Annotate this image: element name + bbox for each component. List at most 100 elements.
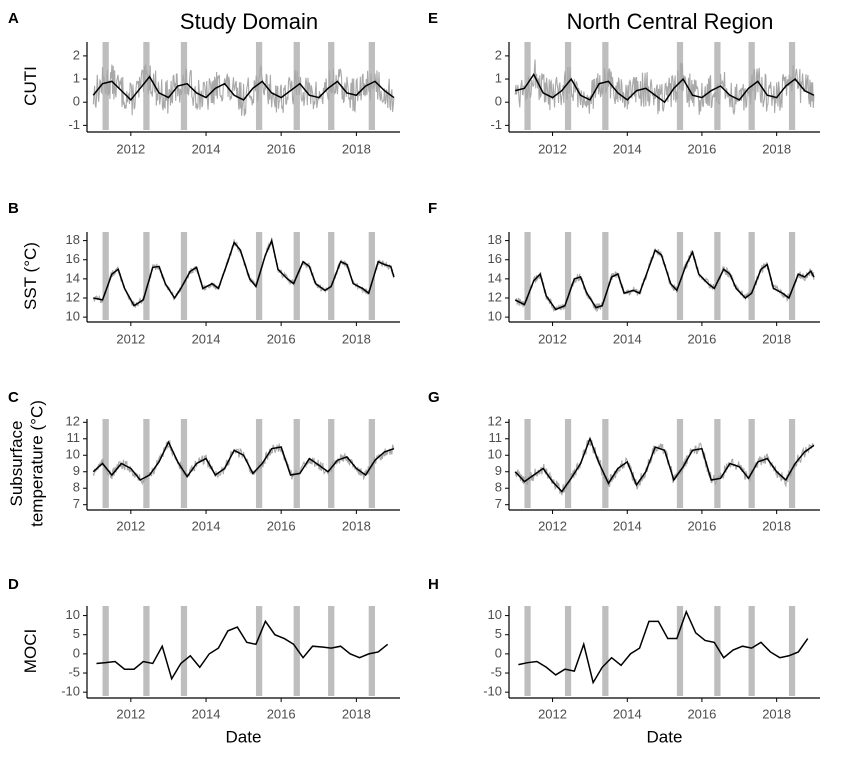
series-raw-line bbox=[514, 439, 815, 496]
x-tick-label: 2016 bbox=[267, 141, 296, 156]
shaded-period bbox=[564, 232, 572, 320]
x-tick-label: 2012 bbox=[538, 141, 567, 156]
shaded-period bbox=[676, 232, 684, 320]
x-tick-label: 2014 bbox=[192, 518, 221, 533]
y-tick-label: 11 bbox=[489, 430, 503, 445]
shaded-period bbox=[602, 419, 609, 508]
shaded-period bbox=[676, 419, 684, 508]
panel-a: A -1 0 1 2 2012 2014 2016 2018 CUTI bbox=[8, 10, 400, 156]
shaded-period bbox=[788, 606, 796, 696]
series-smoothed-line bbox=[514, 436, 815, 493]
y-axis-label-line: temperature (°C) bbox=[27, 400, 46, 527]
shaded-period bbox=[293, 419, 300, 508]
x-tick-label: 2016 bbox=[267, 706, 296, 721]
x-tick-label: 2016 bbox=[687, 518, 716, 533]
panel-letter: F bbox=[428, 200, 437, 217]
y-tick-label: 1 bbox=[495, 70, 502, 85]
y-tick-label: -1 bbox=[490, 117, 502, 132]
column-title-north-central-region: North Central Region bbox=[567, 9, 774, 34]
shaded-period bbox=[102, 606, 109, 696]
x-tick-label: 2014 bbox=[192, 706, 221, 721]
y-tick-label: 12 bbox=[66, 414, 80, 429]
y-axis-label: CUTI bbox=[21, 66, 40, 106]
shaded-period bbox=[102, 42, 109, 130]
shaded-period bbox=[602, 232, 609, 320]
x-tick-label: 2018 bbox=[342, 706, 371, 721]
y-tick-label: 14 bbox=[66, 270, 80, 285]
x-axis-label: Date bbox=[226, 727, 262, 746]
y-tick-label: 7 bbox=[495, 496, 502, 511]
x-tick-label: 2014 bbox=[613, 518, 642, 533]
y-tick-label: 16 bbox=[488, 251, 502, 266]
y-tick-label: -10 bbox=[61, 684, 80, 699]
y-tick-label: 10 bbox=[488, 447, 502, 462]
x-tick-label: 2018 bbox=[762, 518, 791, 533]
panel-letter: B bbox=[8, 200, 19, 217]
panel-letter: H bbox=[428, 576, 439, 593]
y-tick-label: 10 bbox=[66, 309, 80, 324]
y-tick-label: 10 bbox=[66, 607, 80, 622]
x-tick-label: 2014 bbox=[613, 331, 642, 346]
shaded-period bbox=[143, 606, 150, 696]
shaded-period bbox=[714, 606, 721, 696]
x-tick-label: 2012 bbox=[116, 706, 145, 721]
shaded-period bbox=[102, 232, 109, 320]
y-tick-label: 18 bbox=[488, 232, 502, 247]
shaded-period bbox=[143, 42, 150, 130]
y-tick-label: 14 bbox=[488, 270, 502, 285]
shaded-period bbox=[676, 606, 684, 696]
y-tick-label: 1 bbox=[73, 70, 80, 85]
series-smoothed-line bbox=[515, 72, 815, 104]
y-tick-label: 0 bbox=[73, 94, 80, 109]
y-tick-label: 2 bbox=[73, 47, 80, 62]
y-tick-label: 11 bbox=[67, 430, 81, 445]
y-tick-label: 2 bbox=[495, 47, 502, 62]
x-tick-label: 2014 bbox=[192, 141, 221, 156]
shaded-period bbox=[788, 232, 796, 320]
panel-e: E -1 0 1 2 2012 2014 2016 2018 bbox=[428, 10, 820, 156]
y-axis-label-line: Subsurface bbox=[7, 421, 26, 507]
panel-d: D -10 -5 0 5 10 2012 2014 2016 2018 MOCI Date bbox=[8, 576, 400, 746]
x-tick-label: 2018 bbox=[762, 331, 791, 346]
shaded-period bbox=[368, 606, 375, 696]
shaded-period bbox=[328, 232, 335, 320]
shaded-period bbox=[143, 419, 150, 508]
y-tick-label: 9 bbox=[495, 463, 502, 478]
shaded-period bbox=[788, 419, 796, 508]
y-tick-label: 10 bbox=[488, 309, 502, 324]
x-tick-label: 2016 bbox=[267, 331, 296, 346]
y-tick-label: 10 bbox=[66, 447, 80, 462]
x-tick-label: 2014 bbox=[192, 331, 221, 346]
y-tick-label: 12 bbox=[488, 289, 502, 304]
y-tick-label: 0 bbox=[495, 94, 502, 109]
shaded-period bbox=[328, 419, 335, 508]
x-tick-label: 2018 bbox=[342, 331, 371, 346]
x-tick-label: 2014 bbox=[613, 141, 642, 156]
x-tick-label: 2012 bbox=[116, 141, 145, 156]
series-smoothed-line bbox=[518, 609, 809, 685]
x-tick-label: 2018 bbox=[762, 706, 791, 721]
y-tick-label: 5 bbox=[73, 626, 80, 641]
series-raw-line bbox=[92, 440, 395, 486]
series-raw-line bbox=[515, 247, 815, 313]
y-tick-label: -5 bbox=[490, 664, 502, 679]
x-tick-label: 2016 bbox=[687, 141, 716, 156]
y-tick-label: 8 bbox=[495, 480, 502, 495]
y-axis-label: SST (°C) bbox=[21, 242, 40, 310]
x-tick-label: 2016 bbox=[687, 331, 716, 346]
shaded-period bbox=[564, 419, 572, 508]
shaded-period bbox=[293, 606, 300, 696]
column-title-study-domain: Study Domain bbox=[180, 9, 318, 34]
shaded-period bbox=[524, 419, 531, 508]
shaded-period bbox=[564, 606, 572, 696]
y-tick-label: 12 bbox=[66, 289, 80, 304]
y-tick-label: 10 bbox=[488, 607, 502, 622]
shaded-period bbox=[180, 232, 188, 320]
y-tick-label: 5 bbox=[495, 626, 502, 641]
x-tick-label: 2014 bbox=[613, 706, 642, 721]
shaded-period bbox=[102, 419, 109, 508]
shaded-period bbox=[180, 606, 188, 696]
